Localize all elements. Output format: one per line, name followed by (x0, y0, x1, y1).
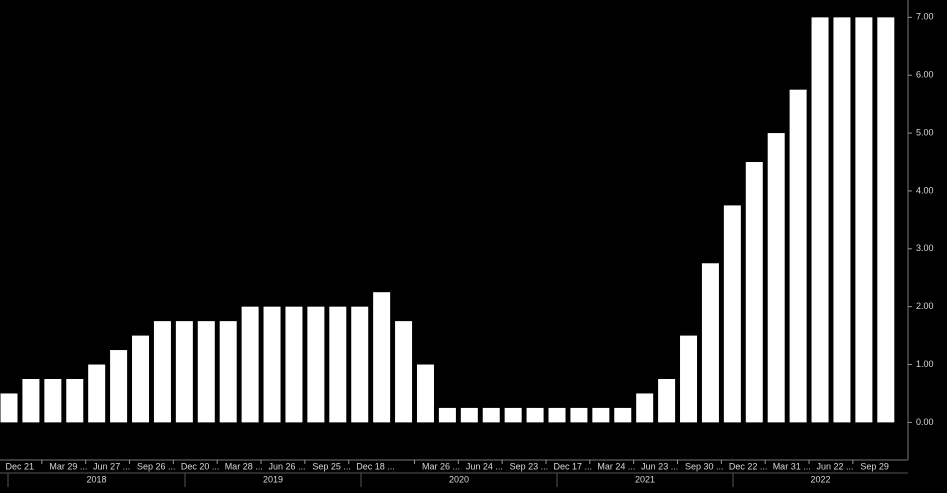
bar (0, 393, 18, 423)
bar (416, 364, 434, 423)
bar (219, 321, 237, 423)
y-tick-label: 3.00 (916, 243, 934, 253)
x-tick-label: Sep 23 ... (510, 461, 549, 471)
bar (855, 17, 873, 423)
year-label: 2021 (635, 474, 655, 484)
x-tick-label: Mar 24 ... (597, 461, 635, 471)
y-tick-label: 1.00 (916, 359, 934, 369)
bar (153, 321, 171, 423)
bar (614, 407, 632, 423)
y-tick-label: 7.00 (916, 12, 934, 22)
y-tick-label: 6.00 (916, 70, 934, 80)
bar (329, 306, 347, 423)
bar (110, 350, 128, 423)
bar (526, 407, 544, 423)
bar (88, 364, 106, 423)
bar (701, 263, 719, 423)
x-tick-label: Sep 29 (860, 461, 889, 471)
bar (745, 162, 763, 423)
bar (636, 393, 654, 423)
x-tick-label: Dec 20 ... (181, 461, 220, 471)
bar (351, 306, 369, 423)
bar (570, 407, 588, 423)
x-tick-label: Dec 22 ... (729, 461, 768, 471)
bar (504, 407, 522, 423)
y-tick-label: 5.00 (916, 127, 934, 137)
bar (767, 133, 785, 423)
year-label: 2022 (810, 474, 830, 484)
bar (723, 205, 741, 423)
x-tick-label: Jun 22 ... (817, 461, 854, 471)
bar (66, 378, 84, 423)
x-tick-label: Sep 30 ... (685, 461, 724, 471)
bar (877, 17, 895, 423)
year-label: 2020 (449, 474, 469, 484)
bar (460, 407, 478, 423)
x-tick-label: Dec 17 ... (554, 461, 593, 471)
y-tick-label: 4.00 (916, 185, 934, 195)
bar (373, 292, 391, 423)
bar (285, 306, 303, 423)
x-tick-label: Jun 23 ... (641, 461, 678, 471)
year-label: 2018 (86, 474, 106, 484)
x-tick-label: Dec 18 ... (356, 461, 395, 471)
x-tick-label: Mar 26 ... (422, 461, 460, 471)
x-tick-label: Mar 29 ... (49, 461, 87, 471)
x-tick-label: Mar 31 ... (773, 461, 811, 471)
x-tick-label: Jun 27 ... (93, 461, 130, 471)
bar (592, 407, 610, 423)
x-tick-label: Sep 26 ... (137, 461, 176, 471)
bar (175, 321, 193, 423)
bar (482, 407, 500, 423)
y-tick-label: 0.00 (916, 417, 934, 427)
x-tick-label: Mar 28 ... (225, 461, 263, 471)
bar (680, 335, 698, 423)
bar (132, 335, 150, 423)
x-tick-label: Dec 21 (6, 461, 35, 471)
bar (811, 17, 829, 423)
bar (241, 306, 259, 423)
year-label: 2019 (263, 474, 283, 484)
bar (197, 321, 215, 423)
bar (658, 378, 676, 423)
bar (263, 306, 281, 423)
bar (307, 306, 325, 423)
x-tick-label: Jun 24 ... (466, 461, 503, 471)
x-tick-label: Jun 26 ... (269, 461, 306, 471)
bar (395, 321, 413, 423)
bar (438, 407, 456, 423)
x-tick-label: Sep 25 ... (312, 461, 351, 471)
bar (789, 89, 807, 423)
bar (22, 378, 40, 423)
bar (44, 378, 62, 423)
bar (548, 407, 566, 423)
y-tick-label: 2.00 (916, 301, 934, 311)
bar (833, 17, 851, 423)
